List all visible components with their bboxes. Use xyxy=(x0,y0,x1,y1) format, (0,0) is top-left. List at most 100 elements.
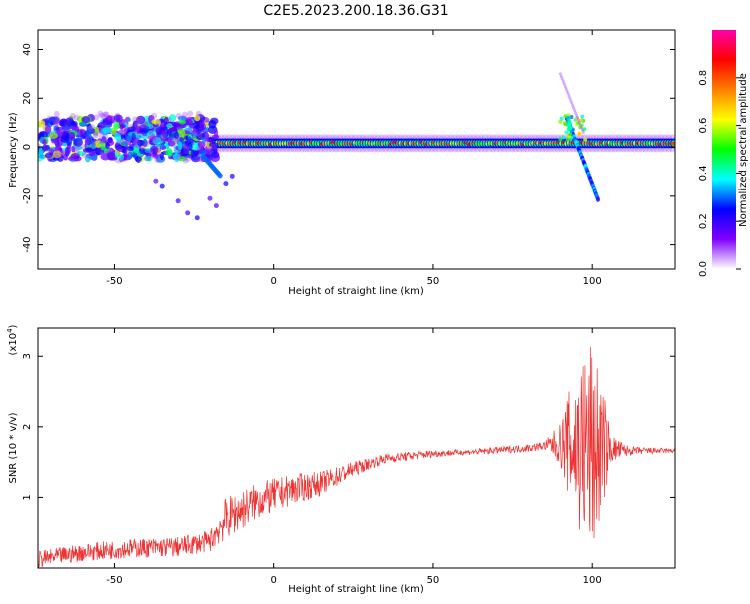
spectral-cell xyxy=(209,117,219,125)
spectral-cell xyxy=(575,113,579,117)
spectral-cell xyxy=(101,122,108,129)
spectral-cell xyxy=(100,113,107,120)
spectral-cell xyxy=(190,149,195,158)
spectral-cell xyxy=(176,133,183,140)
spectral-cell xyxy=(154,157,161,164)
spectral-cell xyxy=(568,137,573,142)
spectral-cell xyxy=(64,148,71,155)
spectral-cell xyxy=(181,111,188,118)
spectral-cell xyxy=(73,145,80,152)
spectral-cell xyxy=(73,137,83,147)
spectral-cell xyxy=(52,150,62,158)
spectral-cell xyxy=(144,155,153,162)
spectral-cell xyxy=(152,137,159,144)
spectral-cell xyxy=(580,128,584,132)
spectral-cell xyxy=(152,137,162,145)
spectral-cell xyxy=(581,130,585,134)
spectral-cell xyxy=(164,137,173,143)
spectral-cell xyxy=(155,118,162,125)
spectral-cell xyxy=(155,126,166,135)
spectral-cell xyxy=(187,136,192,143)
spectral-cell xyxy=(167,132,176,138)
spectrogram-x-label: Height of straight line (km) xyxy=(288,286,424,297)
spectral-cell xyxy=(572,106,576,110)
snr-x-label: Height of straight line (km) xyxy=(288,584,424,595)
spectral-cell xyxy=(196,129,201,134)
spectral-cell xyxy=(99,138,106,145)
spectral-cell xyxy=(114,132,122,141)
spectral-cell xyxy=(134,141,141,148)
spectral-cell xyxy=(66,137,73,146)
spectral-cell xyxy=(53,146,60,153)
spectral-cell xyxy=(195,155,202,162)
spectral-cell xyxy=(116,145,123,152)
spectrogram-x-axis: -50 0 50 100 xyxy=(106,30,602,287)
spectral-cell xyxy=(574,111,578,115)
spectral-cell xyxy=(203,136,210,143)
spectral-cell xyxy=(567,119,572,124)
spectral-cell xyxy=(194,114,201,122)
spectral-cell xyxy=(51,117,58,124)
spectral-cell xyxy=(50,116,60,125)
spectral-cell xyxy=(89,124,96,131)
spectral-cell xyxy=(568,132,573,137)
x-tick-label: 0 xyxy=(271,575,277,586)
spectral-cell xyxy=(94,126,100,136)
spectrogram-panel: -50 0 50 100 -40 -20 0 20 40 Height of straight… xyxy=(8,29,676,297)
spectral-cell xyxy=(98,112,105,119)
spectral-cell xyxy=(148,129,155,136)
chart-title: C2E5.2023.200.18.36.G31 xyxy=(263,3,448,19)
spectral-cell xyxy=(66,116,73,123)
spectral-cell xyxy=(87,142,94,149)
spectral-cell xyxy=(80,134,86,140)
spectral-cell xyxy=(73,114,80,121)
spectral-cell xyxy=(120,156,127,163)
spectral-cell xyxy=(151,112,158,119)
spectral-cell xyxy=(48,132,59,139)
spectral-cell xyxy=(175,198,181,204)
x-tick-label: 50 xyxy=(427,575,440,586)
snr-x-axis: -50 0 50 100 xyxy=(106,328,602,586)
spectral-cell xyxy=(136,115,146,125)
spectral-cell xyxy=(99,152,106,159)
spectral-cell xyxy=(71,145,76,153)
spectrogram-frame xyxy=(37,29,676,270)
spectral-cell xyxy=(59,149,66,156)
spectral-cell xyxy=(583,137,588,142)
spectral-cell xyxy=(132,138,139,145)
spectral-cell xyxy=(184,118,193,126)
spectral-cell xyxy=(98,132,105,139)
spectral-cell xyxy=(559,74,563,78)
spectral-cell xyxy=(90,140,97,147)
spectral-cell xyxy=(223,181,229,187)
spectral-cell xyxy=(53,110,60,117)
spectral-cell xyxy=(205,146,212,153)
spectral-cell xyxy=(558,119,563,124)
spectral-cell xyxy=(56,152,63,159)
y-tick-label: 1 xyxy=(22,494,33,500)
spectral-cell xyxy=(566,115,571,120)
spectral-cell xyxy=(178,119,186,125)
spectral-cell xyxy=(576,116,580,120)
spectral-cell xyxy=(126,146,135,152)
spectral-cell xyxy=(69,112,76,119)
snr-frame xyxy=(37,327,676,569)
spectral-feature xyxy=(153,154,235,221)
spectral-cell xyxy=(194,215,200,221)
colorbar: 0.0 0.2 0.4 0.6 0.8 Normalized spectral ampl… xyxy=(698,30,749,277)
spectral-cell xyxy=(139,144,146,151)
spectral-cell xyxy=(180,115,187,122)
spectral-cell xyxy=(136,115,143,122)
spectral-cell xyxy=(64,126,71,133)
spectral-cell xyxy=(143,141,150,148)
colorbar-label: Normalized spectral amplitude xyxy=(738,73,749,227)
colorbar-tick-label: 0.6 xyxy=(698,118,709,134)
spectral-cell xyxy=(74,145,83,151)
spectral-cell xyxy=(200,149,207,155)
spectral-cell xyxy=(205,137,215,142)
spectral-cell xyxy=(42,144,48,152)
spectral-cell xyxy=(133,144,140,153)
spectral-cell xyxy=(74,125,81,132)
spectral-cell xyxy=(565,89,569,93)
colorbar-gradient xyxy=(712,30,736,269)
